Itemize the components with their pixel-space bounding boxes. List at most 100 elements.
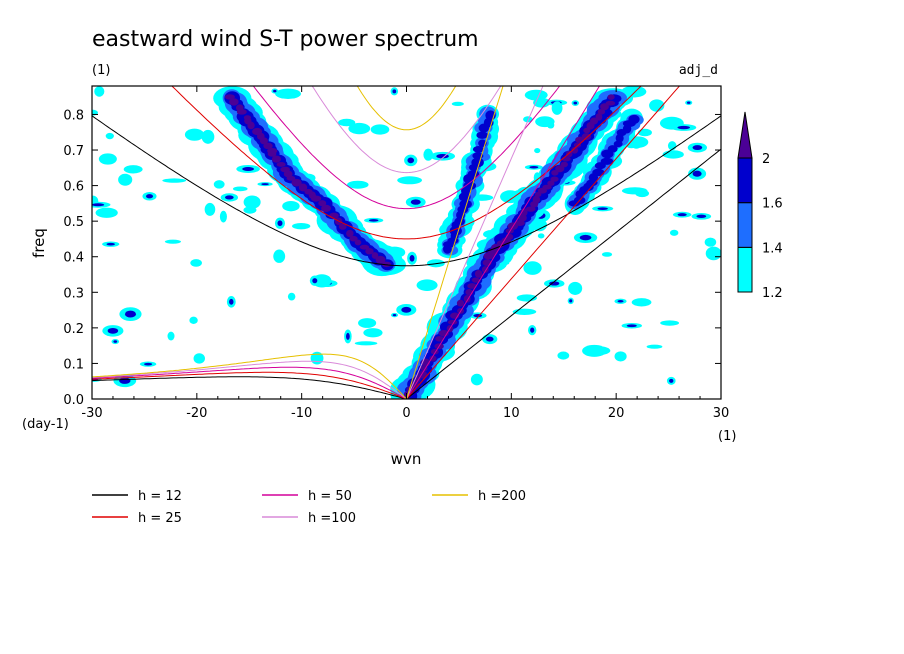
band-blob	[456, 299, 465, 307]
noise-patch	[98, 153, 117, 165]
noise-core	[529, 165, 539, 169]
noise-core	[677, 213, 687, 217]
colorbar-label: 1.2	[762, 286, 783, 301]
band-blob	[471, 277, 480, 283]
noise-core	[119, 377, 131, 384]
band-blob	[607, 145, 618, 153]
band-blob	[229, 98, 239, 106]
noise-patch	[347, 180, 369, 189]
colorbar-segment	[737, 157, 753, 204]
y-tick-label: 0.5	[63, 215, 84, 230]
noise-core	[345, 332, 350, 340]
noise-core	[392, 313, 397, 317]
legend-label: h =100	[308, 511, 356, 526]
noise-patch	[637, 128, 652, 137]
noise-core	[144, 362, 153, 366]
noise-patch	[601, 252, 613, 257]
colorbar-label: 1.4	[762, 241, 783, 256]
noise-patch	[585, 346, 611, 356]
band-blob	[550, 176, 559, 182]
noise-core	[145, 194, 154, 199]
band-blob	[592, 168, 605, 177]
colorbar: 1.2 1.4 1.6 2	[737, 111, 783, 301]
noise-patch	[631, 298, 652, 307]
noise-patch	[184, 128, 205, 141]
band-blob	[321, 204, 331, 213]
band-blob	[581, 133, 592, 141]
rossby-curve	[92, 360, 407, 399]
band-blob	[467, 283, 477, 289]
noise-core	[677, 125, 691, 130]
x-tick-label: -20	[186, 406, 207, 421]
noise-patch	[213, 180, 225, 189]
noise-patch	[534, 148, 541, 154]
noise-patch	[535, 116, 555, 128]
x-tick-label: -10	[291, 406, 312, 421]
band-blob	[459, 199, 472, 209]
noise-core	[124, 310, 137, 318]
inertia-gravity-curve	[311, 86, 502, 174]
noise-core	[569, 299, 573, 303]
noise-core	[409, 255, 415, 262]
noise-patch	[273, 249, 286, 263]
band-blob	[542, 184, 552, 190]
noise-patch	[201, 129, 215, 144]
noise-patch	[551, 101, 563, 115]
noise-core	[549, 281, 560, 286]
band-blob	[525, 206, 536, 212]
band-blob	[600, 103, 609, 111]
band-blob	[628, 114, 640, 124]
noise-patch	[614, 351, 627, 362]
noise-core	[277, 220, 283, 227]
y-tick-label: 0.0	[63, 393, 84, 408]
legend-label: h =200	[478, 489, 526, 504]
noise-core	[626, 324, 637, 328]
legend-label: h = 25	[138, 511, 182, 526]
inertia-gravity-curve	[356, 86, 457, 131]
noise-patch	[704, 237, 717, 247]
noise-patch	[287, 292, 296, 301]
inertia-gravity-curve	[92, 115, 721, 267]
noise-patch	[292, 222, 311, 230]
noise-patch	[118, 173, 133, 186]
y-units-label: (day-1)	[22, 417, 69, 432]
noise-patch	[363, 328, 383, 338]
band-blob	[590, 117, 599, 125]
curve-legend: h = 12 h = 25 h = 50 h =100 h =200	[92, 489, 526, 526]
kelvin-curve	[406, 86, 504, 399]
x-axis-label: wvn	[391, 450, 422, 468]
chart-title: eastward wind S-T power spectrum	[92, 27, 479, 52]
x-tick-label: 10	[503, 406, 520, 421]
noise-core	[273, 89, 277, 93]
noise-patch	[705, 246, 721, 261]
band-blob	[346, 229, 354, 238]
band-blob	[514, 220, 525, 227]
rossby-curve	[92, 376, 407, 399]
colorbar-label: 1.6	[762, 197, 783, 212]
noise-patch	[275, 88, 302, 99]
noise-patch	[621, 187, 648, 195]
noise-core	[530, 327, 535, 333]
noise-patch	[537, 233, 545, 239]
noise-core	[224, 195, 234, 200]
band-blob	[349, 235, 358, 242]
band-blob	[224, 94, 235, 100]
noise-patch	[568, 281, 583, 295]
band-blob	[595, 113, 603, 121]
noise-patch	[95, 207, 118, 218]
legend-label: h = 50	[308, 489, 352, 504]
noise-patch	[370, 124, 390, 135]
noise-core	[368, 219, 379, 222]
band-blob	[597, 108, 606, 115]
band-blob	[547, 180, 555, 186]
y-tick-label: 0.4	[63, 251, 84, 266]
noise-core	[242, 166, 255, 171]
band-blob	[429, 355, 437, 362]
band-blob	[354, 239, 362, 246]
noise-core	[401, 306, 412, 313]
dispersion-curves	[92, 86, 721, 399]
band-blob	[291, 178, 302, 187]
noise-patch	[423, 148, 434, 161]
colorbar-segment	[737, 246, 753, 293]
